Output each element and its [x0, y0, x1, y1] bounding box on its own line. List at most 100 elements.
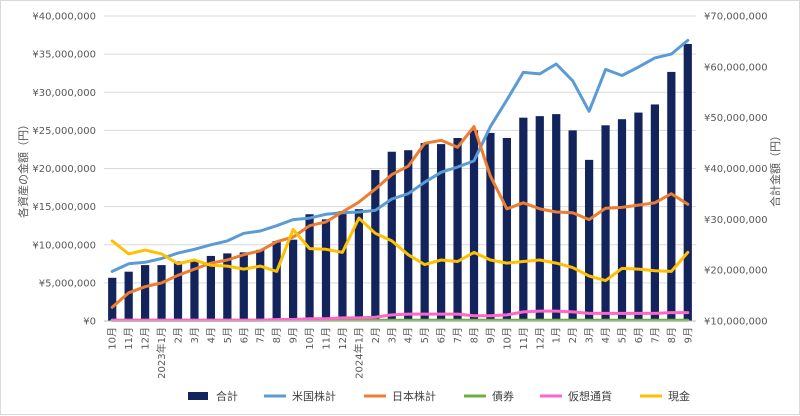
- x-axis-tick-label: 11月: [518, 327, 530, 350]
- x-axis-tick-label: 10月: [304, 327, 316, 350]
- legend-swatch-合計: [188, 392, 208, 400]
- x-axis-tick-label: 2024年1月: [352, 327, 365, 379]
- line-series-米国株計: [110, 38, 690, 273]
- x-axis-tick-label: 10月: [501, 327, 513, 350]
- bar-total: [535, 116, 544, 322]
- right-axis-tick-label: ¥10,000,000: [704, 317, 768, 328]
- x-axis-tick-label: 12月: [140, 327, 152, 350]
- right-axis-tick-label: ¥60,000,000: [704, 62, 768, 73]
- x-axis-tick-label: 5月: [617, 327, 629, 343]
- bar-total: [404, 150, 413, 321]
- bar-total: [519, 117, 528, 322]
- x-axis-tick-label: 2023年1月: [155, 327, 168, 379]
- bar-total: [585, 159, 594, 321]
- x-axis-tick-label: 7月: [452, 327, 464, 343]
- x-axis-tick-label: 6月: [633, 327, 645, 343]
- x-axis-tick-label: 11月: [321, 327, 333, 350]
- right-axis-tick-label: ¥50,000,000: [704, 113, 768, 124]
- bar-total: [305, 214, 314, 321]
- right-axis-tick-label: ¥30,000,000: [704, 215, 768, 226]
- x-axis-tick-label: 6月: [238, 327, 250, 343]
- bar-total: [387, 151, 396, 321]
- line-series-仮想通貨: [110, 309, 690, 322]
- x-axis-tick-label: 12月: [337, 327, 349, 350]
- x-axis-tick-label: 7月: [255, 327, 267, 343]
- left-axis-tick-label: ¥40,000,000: [32, 12, 96, 23]
- left-axis-tick-label: ¥20,000,000: [32, 164, 96, 175]
- bar-total: [157, 265, 166, 321]
- x-axis-tick-label: 8月: [666, 327, 678, 343]
- line-series-現金: [110, 216, 690, 283]
- x-axis-tick-label: 9月: [485, 327, 497, 343]
- bar-total: [141, 265, 150, 321]
- x-axis-tick-label: 4月: [205, 327, 217, 343]
- left-axis-tick-label: ¥10,000,000: [32, 240, 96, 251]
- left-axis-tick-label: ¥25,000,000: [32, 126, 96, 137]
- x-axis-tick-label: 7月: [649, 327, 661, 343]
- bar-total: [289, 239, 298, 321]
- x-axis-tick-label: 6月: [436, 327, 448, 343]
- right-axis-tick-label: ¥20,000,000: [704, 266, 768, 277]
- x-axis-tick-label: 11月: [123, 327, 135, 350]
- bar-total: [190, 260, 199, 321]
- bar-total: [371, 170, 380, 321]
- x-axis-tick-label: 3月: [386, 327, 398, 343]
- bar-total: [552, 114, 561, 321]
- bar-total: [437, 144, 446, 321]
- x-axis-tick-label: 5月: [419, 327, 431, 343]
- bar-total: [239, 252, 248, 321]
- bar-total: [223, 253, 232, 321]
- bar-total: [206, 255, 215, 321]
- bar-total: [321, 219, 331, 321]
- bar-total: [683, 43, 692, 321]
- bar-total: [667, 71, 676, 322]
- x-axis-tick-label: 9月: [288, 327, 300, 343]
- bar-total: [634, 112, 643, 321]
- bar-total: [124, 271, 133, 321]
- x-axis-tick-label: 8月: [469, 327, 481, 343]
- x-axis-tick-label: 9月: [682, 327, 694, 343]
- x-axis-tick-label: 3月: [189, 327, 201, 343]
- x-axis-tick-label: 5月: [222, 327, 234, 343]
- bar-total: [486, 132, 495, 321]
- bar-total: [108, 277, 117, 321]
- x-axis-tick-label: 10月: [107, 327, 119, 350]
- bar-total: [354, 209, 363, 321]
- left-axis-tick-label: ¥30,000,000: [32, 88, 96, 99]
- x-axis-tick-label: 4月: [403, 327, 415, 343]
- bar-total: [173, 261, 183, 321]
- x-axis-tick-label: 12月: [534, 327, 546, 350]
- x-axis-tick-label: 4月: [600, 327, 612, 343]
- bar-total: [650, 104, 659, 321]
- left-axis-tick-label: ¥35,000,000: [32, 50, 96, 61]
- bar-total: [568, 130, 577, 321]
- legend-label-現金: 現金: [668, 389, 690, 403]
- left-axis-title: 各資産の金額（円）: [16, 119, 30, 218]
- bar-total: [272, 241, 281, 321]
- left-axis-tick-label: ¥0: [83, 317, 96, 328]
- bar-total: [338, 211, 347, 321]
- x-axis-tick-label: 2月: [173, 327, 185, 343]
- bar-total: [256, 249, 265, 321]
- x-axis-tick-label: 1月: [551, 327, 563, 343]
- x-axis-tick-label: 2月: [567, 327, 579, 343]
- legend-label-米国株計: 米国株計: [292, 389, 336, 403]
- bar-total: [469, 130, 479, 321]
- legend-label-日本株計: 日本株計: [392, 389, 436, 403]
- left-axis-tick-label: ¥5,000,000: [39, 278, 96, 289]
- bar-total: [617, 119, 627, 321]
- x-axis-tick-label: 8月: [271, 327, 283, 343]
- right-axis-tick-label: ¥70,000,000: [704, 12, 768, 23]
- legend-label-仮想通貨: 仮想通貨: [568, 389, 612, 403]
- legend-label-債券: 債券: [492, 389, 514, 403]
- bar-total: [502, 138, 511, 321]
- left-axis-tick-label: ¥15,000,000: [32, 202, 96, 213]
- bar-total: [453, 138, 462, 321]
- x-axis-tick-label: 2月: [370, 327, 382, 343]
- right-axis-title: 合計金額（円）: [768, 130, 782, 207]
- bar-total: [601, 125, 610, 322]
- right-axis-tick-label: ¥40,000,000: [704, 164, 768, 175]
- legend-label-合計: 合計: [216, 389, 238, 403]
